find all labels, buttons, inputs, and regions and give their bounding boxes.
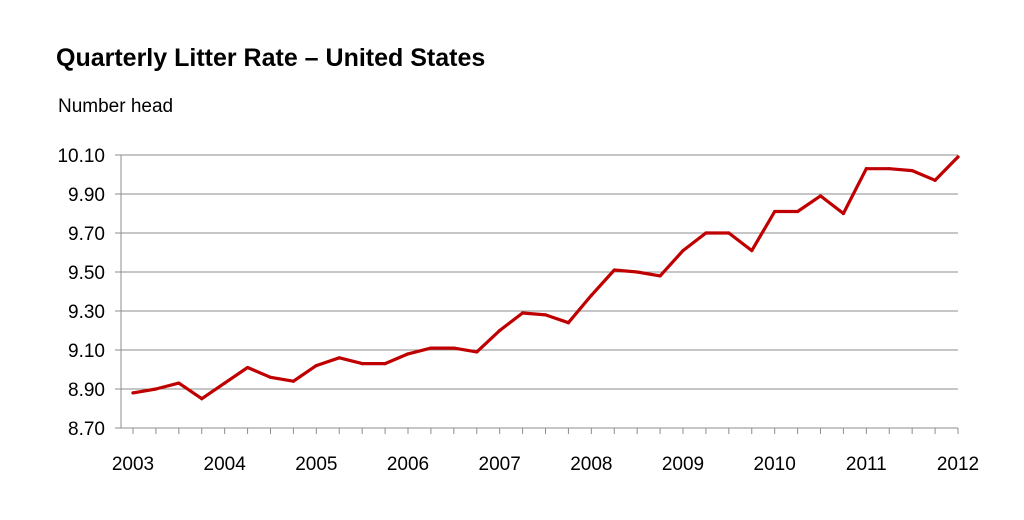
- data-point: [498, 328, 502, 333]
- y-tick-label: 9.10: [68, 341, 105, 362]
- data-point: [268, 375, 273, 379]
- x-tick-label: 2011: [846, 454, 887, 475]
- data-point: [612, 268, 616, 272]
- data-point: [337, 356, 341, 360]
- data-point: [887, 167, 891, 171]
- data-point: [406, 352, 410, 356]
- data-point: [681, 248, 685, 253]
- data-point: [429, 346, 433, 350]
- data-point: [704, 231, 708, 235]
- x-tick-label: 2009: [662, 454, 704, 475]
- x-tick-label: 2010: [754, 454, 796, 475]
- data-point: [452, 346, 456, 350]
- data-point: [795, 209, 800, 214]
- gridlines: [121, 154, 958, 390]
- y-tick-label: 9.30: [68, 302, 105, 323]
- data-point: [727, 231, 731, 235]
- x-tick-label: 2012: [937, 454, 979, 475]
- data-point: [841, 211, 846, 216]
- data-point: [291, 379, 296, 383]
- x-tick-label: 2007: [479, 454, 521, 475]
- data-point: [520, 311, 525, 315]
- y-tick-label: 9.70: [68, 224, 105, 245]
- data-point: [589, 293, 593, 297]
- data-point: [910, 169, 914, 173]
- x-tick-label: 2008: [570, 454, 612, 475]
- data-point: [773, 209, 777, 214]
- data-point: [314, 364, 318, 368]
- y-axis-label: Number head: [58, 96, 174, 117]
- data-point: [635, 270, 639, 274]
- x-tick-label: 2005: [295, 454, 337, 475]
- data-point: [475, 350, 479, 354]
- y-tick-label: 9.90: [68, 185, 105, 206]
- data-point: [818, 194, 823, 198]
- data-point: [383, 362, 387, 366]
- data-point: [245, 365, 250, 370]
- y-tick-label: 8.90: [68, 380, 105, 401]
- data-point: [933, 178, 937, 182]
- data-point: [658, 274, 662, 278]
- y-axis: 8.70 8.90 9.10 9.30 9.50 9.70 9.90 10.10: [57, 146, 122, 440]
- data-point: [360, 362, 364, 366]
- chart-title: Quarterly Litter Rate – United States: [56, 44, 486, 72]
- data-point: [750, 248, 754, 253]
- y-tick-label: 8.70: [68, 419, 105, 440]
- x-tick-label: 2003: [112, 454, 154, 475]
- data-point: [154, 387, 158, 391]
- data-point: [566, 321, 571, 325]
- data-point: [223, 381, 227, 385]
- plot-area: [131, 155, 960, 401]
- y-tick-label: 10.10: [57, 146, 105, 167]
- data-point: [131, 391, 135, 395]
- data-point: [200, 397, 204, 401]
- x-tick-label: 2004: [204, 454, 247, 475]
- data-point: [177, 381, 181, 385]
- data-point: [543, 313, 548, 317]
- x-axis: 2003 2004 2005 2006 2007 2008 2009 2010 2011 2012: [112, 427, 979, 475]
- series-line: [131, 155, 960, 401]
- x-tick-label: 2006: [387, 454, 429, 475]
- data-point: [956, 155, 960, 159]
- data-point: [864, 167, 868, 171]
- y-tick-label: 9.50: [68, 263, 105, 284]
